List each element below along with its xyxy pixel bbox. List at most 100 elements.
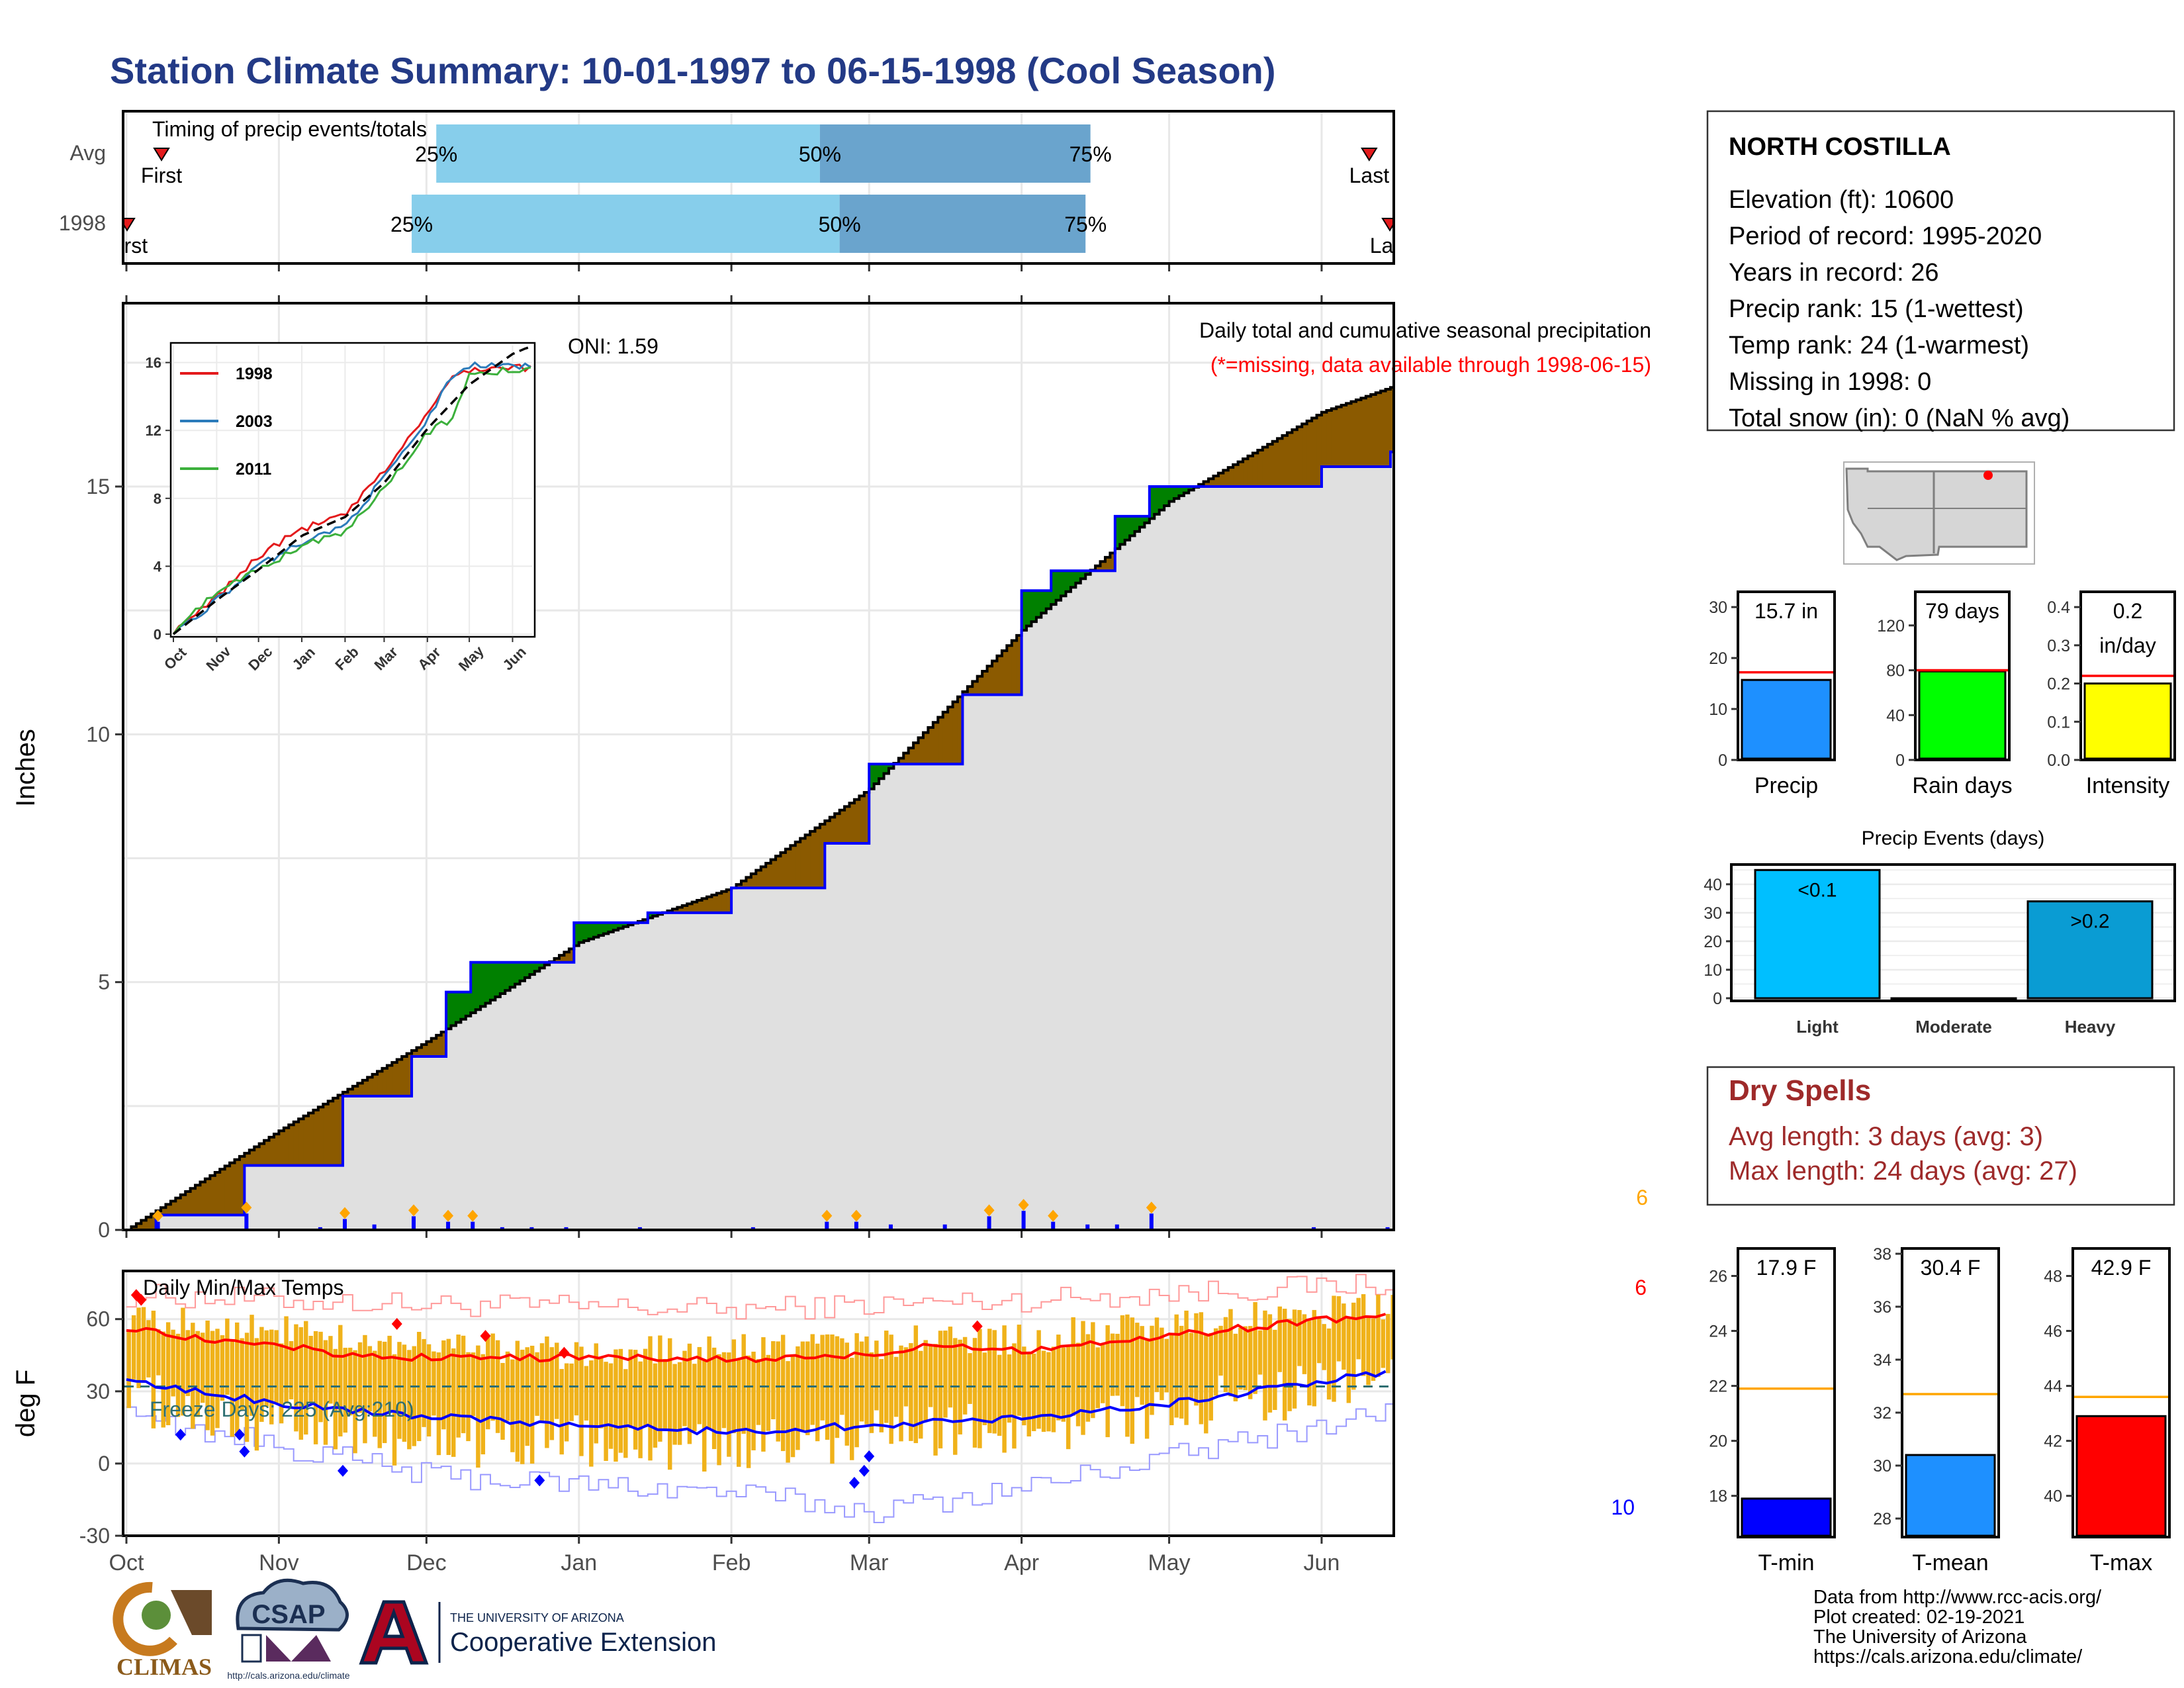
precip-above-average-segment xyxy=(618,922,624,929)
temp-daily-range-bar xyxy=(623,1369,628,1458)
temp-daily-range-bar xyxy=(347,1347,353,1416)
precip-below-average-segment xyxy=(141,1220,147,1229)
station-line-years: Years in record: 26 xyxy=(1729,259,1939,287)
precip-below-average-segment xyxy=(1262,447,1268,487)
precip-stat-tick-label-2-0: 0.0 xyxy=(2047,751,2070,770)
precip-below-average-segment xyxy=(770,859,776,888)
precip-below-average-segment xyxy=(1011,640,1017,695)
precip-below-average-segment xyxy=(972,681,978,695)
temp-daily-range-bar xyxy=(1041,1350,1046,1432)
temp-daily-range-bar xyxy=(279,1343,284,1424)
precip-below-average-segment xyxy=(210,1175,216,1215)
precip-above-average-segment xyxy=(1154,487,1160,514)
temp-daily-range-bar xyxy=(1297,1309,1302,1366)
temp-daily-range-bar xyxy=(835,1336,840,1438)
precip-above-average-segment xyxy=(884,764,889,774)
precip-below-average-segment xyxy=(913,743,919,765)
ua-logo-a-icon xyxy=(359,1600,429,1665)
precip-annotation: Daily total and cumulative seasonal prec… xyxy=(1199,318,1651,342)
temp-daily-range-bar xyxy=(589,1360,594,1467)
station-frame xyxy=(1706,110,2175,432)
precip-above-average-segment xyxy=(1159,487,1165,510)
temp-daily-range-bar xyxy=(997,1354,1002,1436)
precip-below-average-segment xyxy=(948,707,954,765)
precip-below-average-segment xyxy=(259,1143,265,1166)
temp-daily-range-bar xyxy=(919,1350,923,1439)
temp-daily-range-bar xyxy=(250,1315,254,1416)
precip-below-average-segment xyxy=(279,1131,285,1166)
precip-heavy-event-marker-13 xyxy=(821,1209,833,1222)
timing-row-label-avg: Avg xyxy=(69,141,106,165)
temp-daily-range-bar xyxy=(181,1307,185,1416)
temp-record-high-marker-3 xyxy=(480,1330,491,1342)
precip-below-average-segment xyxy=(672,909,678,913)
temp-daily-range-bar xyxy=(195,1331,200,1417)
temp-daily-range-bar xyxy=(1189,1333,1194,1399)
precip-daily-bar-3 xyxy=(343,1219,347,1229)
temp-daily-range-bar xyxy=(1390,1295,1392,1360)
precip-heavy-event-marker-6 xyxy=(443,1209,454,1222)
temp-x-tick-label-2: Dec xyxy=(406,1550,446,1575)
credit-line-data: Data from http://www.rcc-acis.org/ xyxy=(1813,1587,2102,1608)
temp-record-low-marker-2 xyxy=(239,1445,250,1458)
precip-below-average-segment xyxy=(716,893,722,913)
temp-record-high-marker-4 xyxy=(559,1346,570,1359)
precip-above-average-segment xyxy=(1139,516,1146,528)
temp-daily-range-bar xyxy=(1243,1326,1248,1391)
temp-daily-range-bar xyxy=(1248,1326,1253,1399)
temp-daily-range-bar xyxy=(545,1336,549,1448)
page-title: Station Climate Summary: 10-01-1997 to 0… xyxy=(110,50,1276,91)
temp-daily-range-bar xyxy=(756,1359,761,1425)
temp-daily-range-bar xyxy=(377,1340,382,1448)
precip-stat-value-label-2: 0.2 xyxy=(2113,599,2142,623)
temp-daily-range-bar xyxy=(1091,1322,1095,1419)
temp-daily-range-bar xyxy=(614,1349,618,1462)
temp-daily-range-bar xyxy=(604,1362,608,1461)
temp-daily-range-bar xyxy=(294,1324,298,1432)
precip-heavy-event-marker-17 xyxy=(983,1204,995,1217)
temp-record-high-line xyxy=(126,1274,1392,1320)
precip-below-average-segment xyxy=(982,671,988,695)
timing-last-marker-0 xyxy=(1361,148,1378,162)
temp-daily-range-bar xyxy=(721,1352,727,1429)
temp-daily-range-bar xyxy=(717,1354,721,1466)
ua-logo-top-text: THE UNIVERSITY OF ARIZONA xyxy=(450,1611,624,1624)
precip-below-average-segment xyxy=(1292,430,1298,487)
precip-below-average-segment xyxy=(1001,651,1007,695)
precip-below-average-segment xyxy=(898,758,904,765)
temp-daily-range-bar xyxy=(771,1341,776,1420)
precip-daily-bar-24 xyxy=(1385,1227,1390,1229)
temp-daily-range-bar xyxy=(1253,1302,1257,1394)
precip-below-average-segment xyxy=(569,949,574,962)
csap-mountains xyxy=(266,1635,331,1662)
temp-daily-range-bar xyxy=(1184,1310,1189,1425)
temp-record-high-marker-5 xyxy=(972,1320,983,1333)
temp-avg-min-line xyxy=(126,1370,1387,1436)
precip-below-average-segment xyxy=(829,817,835,844)
map-states-shape xyxy=(1845,467,2028,561)
temp-daily-range-bar xyxy=(780,1335,786,1452)
precip-below-average-segment xyxy=(377,1071,383,1096)
temp-daily-range-bar xyxy=(289,1340,294,1399)
timing-q25-label-1: 25% xyxy=(390,212,433,236)
precip-below-average-segment xyxy=(780,852,786,888)
temp-daily-range-bar xyxy=(584,1366,589,1421)
precip-daily-bar-15 xyxy=(888,1224,893,1229)
temp-daily-range-bar xyxy=(849,1358,854,1460)
temp-daily-range-bar xyxy=(1346,1317,1351,1403)
precip-below-average-segment xyxy=(303,1115,309,1166)
precip-below-average-segment xyxy=(687,904,693,913)
temp-daily-range-bar xyxy=(141,1307,146,1383)
temp-daily-range-bar xyxy=(790,1356,796,1458)
temp-daily-range-bar xyxy=(1194,1313,1199,1406)
precip-below-average-segment xyxy=(564,952,570,962)
precip-above-average-segment xyxy=(1115,516,1120,549)
temp-daily-range-bar xyxy=(564,1363,569,1442)
precip-below-average-segment xyxy=(214,1172,220,1215)
precip-below-average-segment xyxy=(343,1092,349,1096)
temp-daily-range-bar xyxy=(126,1331,131,1409)
precip-stat-value-bar-1 xyxy=(1918,670,2007,760)
temp-daily-range-bar xyxy=(844,1342,849,1446)
temp-daily-range-bar xyxy=(1371,1318,1376,1381)
precip-below-average-segment xyxy=(1316,415,1322,487)
